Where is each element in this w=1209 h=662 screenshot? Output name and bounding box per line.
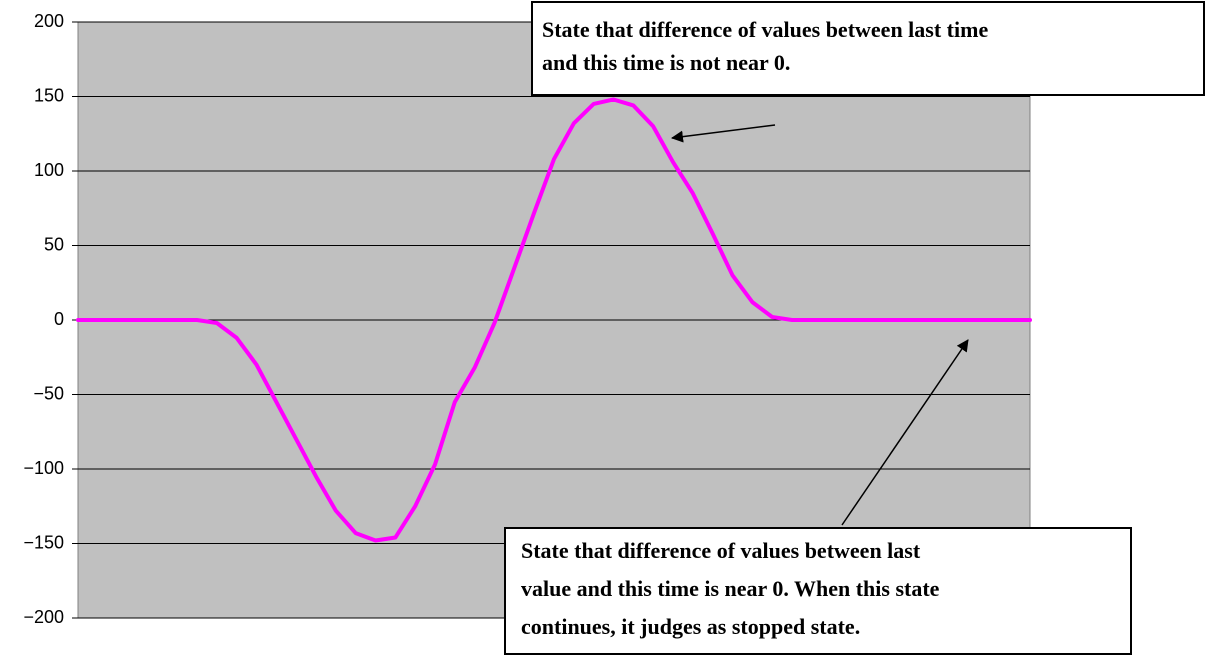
annotation-box: [504, 527, 1132, 655]
y-tick-label: 50: [44, 234, 64, 254]
annotation-arrow: [841, 339, 969, 526]
y-tick-label: 0: [54, 309, 64, 329]
annotation-text: and this time is not near 0.: [542, 50, 790, 75]
y-tick-label: −200: [23, 607, 64, 627]
annotation-box: [531, 1, 1205, 96]
annotation-arrow: [671, 124, 776, 143]
y-tick-label: 150: [34, 85, 64, 105]
annotation-text: continues, it judges as stopped state.: [521, 614, 860, 639]
y-tick-label: −100: [23, 458, 64, 478]
annotation-text: State that difference of values between …: [542, 17, 988, 42]
y-tick-label: −50: [33, 383, 64, 403]
y-tick-label: 100: [34, 160, 64, 180]
y-tick-label: −150: [23, 532, 64, 552]
annotation-text: State that difference of values between …: [521, 538, 921, 563]
annotation-text: value and this time is near 0. When this…: [521, 576, 940, 601]
line-series: [76, 97, 1032, 543]
y-tick-label: 200: [34, 11, 64, 31]
